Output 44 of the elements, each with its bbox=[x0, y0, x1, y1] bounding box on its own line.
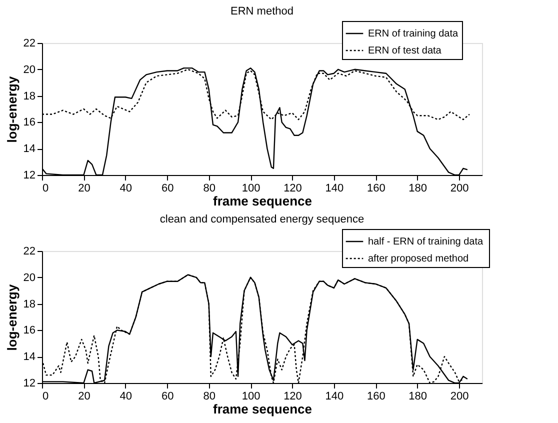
x-tick-label: 20 bbox=[78, 390, 90, 402]
x-tick-label: 40 bbox=[120, 390, 132, 402]
x-tick-label: 120 bbox=[284, 182, 302, 194]
y-tick-label: 18 bbox=[23, 90, 36, 102]
chart-title: clean and compensated energy sequence bbox=[160, 214, 364, 226]
x-tick-label: 140 bbox=[325, 390, 344, 402]
x-tick-label: 160 bbox=[366, 390, 386, 402]
y-tick-label: 22 bbox=[23, 38, 36, 50]
y-tick-label: 22 bbox=[23, 246, 36, 258]
x-tick-label: 0 bbox=[42, 182, 49, 194]
x-tick-label: 160 bbox=[366, 182, 386, 194]
x-tick-label: 200 bbox=[450, 182, 469, 194]
x-tick-label: 60 bbox=[161, 182, 174, 194]
chart-title: ERN method bbox=[230, 6, 294, 18]
x-axis-title: frame sequence bbox=[213, 402, 312, 416]
x-tick-label: 40 bbox=[120, 182, 132, 194]
x-tick-label: 200 bbox=[450, 390, 469, 402]
legend-label: ERN of test data bbox=[368, 46, 442, 56]
x-tick-label: 60 bbox=[161, 390, 174, 402]
legend-label: ERN of training data bbox=[368, 28, 458, 40]
x-axis-title: frame sequence bbox=[213, 194, 312, 208]
y-tick-label: 16 bbox=[23, 116, 36, 129]
y-tick-label: 16 bbox=[23, 324, 36, 337]
y-tick-label: 12 bbox=[23, 378, 36, 390]
x-tick-label: 100 bbox=[242, 390, 260, 402]
legend-label: half - ERN of training data bbox=[368, 236, 484, 248]
x-tick-label: 80 bbox=[203, 390, 216, 402]
y-axis-title: log-energy bbox=[4, 76, 20, 143]
x-tick-label: 80 bbox=[203, 182, 216, 194]
x-tick-label: 180 bbox=[408, 182, 428, 194]
x-tick-label: 120 bbox=[284, 390, 302, 402]
y-tick-label: 14 bbox=[23, 351, 36, 364]
x-tick-label: 20 bbox=[78, 182, 90, 194]
y-axis-title: log-energy bbox=[4, 284, 20, 351]
y-tick-label: 20 bbox=[23, 64, 36, 76]
x-tick-label: 100 bbox=[242, 182, 260, 194]
y-tick-label: 14 bbox=[23, 143, 36, 156]
x-tick-label: 180 bbox=[408, 390, 428, 402]
x-tick-label: 140 bbox=[325, 182, 344, 194]
x-tick-label: 0 bbox=[42, 390, 49, 402]
legend-label: after proposed method bbox=[368, 254, 469, 264]
y-tick-label: 20 bbox=[23, 272, 36, 284]
y-tick-label: 12 bbox=[23, 170, 36, 182]
y-tick-label: 18 bbox=[23, 298, 36, 310]
